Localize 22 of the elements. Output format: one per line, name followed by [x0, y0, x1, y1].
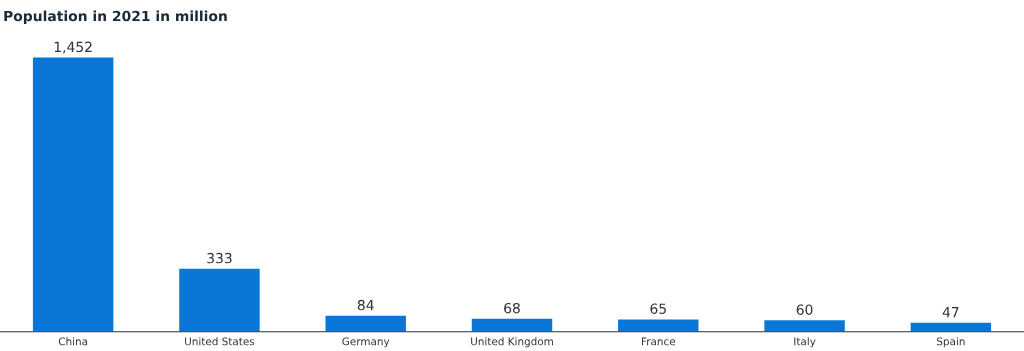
chart-title: Population in 2021 in million — [4, 10, 227, 24]
data-label: 47 — [942, 307, 959, 318]
x-tick-label: Spain — [936, 337, 965, 348]
bar — [471, 318, 553, 332]
x-tick-label: Germany — [342, 337, 390, 348]
bar — [179, 268, 260, 332]
x-tick-label: France — [641, 337, 676, 346]
bar — [32, 57, 114, 332]
data-label: 68 — [504, 302, 520, 314]
data-label: 84 — [357, 299, 374, 311]
x-tick-label: United States — [185, 337, 255, 346]
data-label: 333 — [207, 252, 232, 264]
data-label: 65 — [650, 303, 666, 314]
data-label: 60 — [796, 304, 813, 315]
bar — [910, 322, 992, 332]
x-tick-label: China — [58, 337, 88, 346]
x-tick-label: Italy — [794, 337, 816, 348]
x-tick-label: United Kingdom — [471, 337, 553, 348]
data-label: 1,452 — [54, 41, 92, 54]
bar — [764, 320, 845, 332]
bar — [325, 315, 406, 332]
bar — [618, 319, 699, 332]
